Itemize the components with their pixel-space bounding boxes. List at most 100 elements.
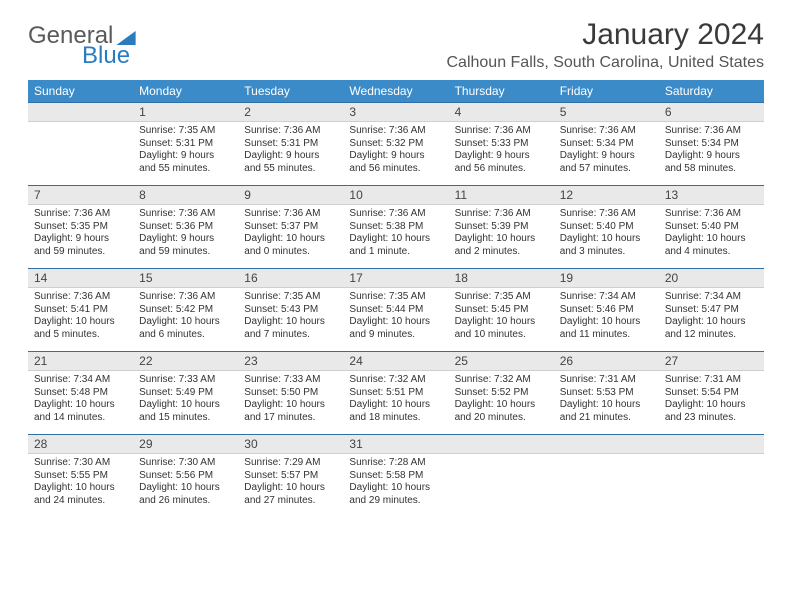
sunset-line: Sunset: 5:53 PM — [560, 387, 653, 400]
day-number: 13 — [659, 186, 764, 204]
sunset-line: Sunset: 5:55 PM — [34, 470, 127, 483]
daylight-line: Daylight: 9 hours and 58 minutes. — [665, 150, 758, 175]
calendar-table: Sunday Monday Tuesday Wednesday Thursday… — [28, 80, 764, 517]
daylight-line: Daylight: 10 hours and 23 minutes. — [665, 399, 758, 424]
sunrise-line: Sunrise: 7:34 AM — [665, 291, 758, 304]
sunset-line: Sunset: 5:51 PM — [349, 387, 442, 400]
day-number: 4 — [449, 103, 554, 121]
day-details: Sunrise: 7:34 AMSunset: 5:47 PMDaylight:… — [659, 288, 764, 351]
sunset-line: Sunset: 5:45 PM — [455, 304, 548, 317]
sunrise-line: Sunrise: 7:30 AM — [139, 457, 232, 470]
day-number-row: 78910111213 — [28, 186, 764, 205]
sunrise-line: Sunrise: 7:35 AM — [139, 125, 232, 138]
sunrise-line: Sunrise: 7:36 AM — [455, 208, 548, 221]
day-details: Sunrise: 7:35 AMSunset: 5:45 PMDaylight:… — [449, 288, 554, 351]
daylight-line: Daylight: 10 hours and 12 minutes. — [665, 316, 758, 341]
daylight-line: Daylight: 10 hours and 6 minutes. — [139, 316, 232, 341]
sunrise-line: Sunrise: 7:36 AM — [665, 125, 758, 138]
day-number: 21 — [28, 352, 133, 370]
day-number: 3 — [343, 103, 448, 121]
sunset-line: Sunset: 5:42 PM — [139, 304, 232, 317]
daylight-line: Daylight: 10 hours and 29 minutes. — [349, 482, 442, 507]
sunset-line: Sunset: 5:57 PM — [244, 470, 337, 483]
day-number: 20 — [659, 269, 764, 287]
day-details: Sunrise: 7:36 AMSunset: 5:39 PMDaylight:… — [449, 205, 554, 268]
day-details — [449, 454, 554, 512]
sunrise-line: Sunrise: 7:33 AM — [244, 374, 337, 387]
sunrise-line: Sunrise: 7:36 AM — [455, 125, 548, 138]
day-number: 15 — [133, 269, 238, 287]
daylight-line: Daylight: 9 hours and 55 minutes. — [139, 150, 232, 175]
daylight-line: Daylight: 10 hours and 5 minutes. — [34, 316, 127, 341]
sunset-line: Sunset: 5:47 PM — [665, 304, 758, 317]
sunrise-line: Sunrise: 7:34 AM — [34, 374, 127, 387]
day-number: 8 — [133, 186, 238, 204]
weekday-header: Wednesday — [343, 80, 448, 103]
sunrise-line: Sunrise: 7:29 AM — [244, 457, 337, 470]
sunset-line: Sunset: 5:41 PM — [34, 304, 127, 317]
location-text: Calhoun Falls, South Carolina, United St… — [446, 54, 764, 72]
sunrise-line: Sunrise: 7:36 AM — [665, 208, 758, 221]
calendar-body: 123456Sunrise: 7:35 AMSunset: 5:31 PMDay… — [28, 103, 764, 518]
day-details: Sunrise: 7:36 AMSunset: 5:40 PMDaylight:… — [554, 205, 659, 268]
sunrise-line: Sunrise: 7:32 AM — [349, 374, 442, 387]
day-details: Sunrise: 7:36 AMSunset: 5:34 PMDaylight:… — [659, 122, 764, 185]
day-number-row: 21222324252627 — [28, 352, 764, 371]
sunset-line: Sunset: 5:32 PM — [349, 138, 442, 151]
day-number: 9 — [238, 186, 343, 204]
day-number: 12 — [554, 186, 659, 204]
day-details: Sunrise: 7:35 AMSunset: 5:44 PMDaylight:… — [343, 288, 448, 351]
daylight-line: Daylight: 10 hours and 20 minutes. — [455, 399, 548, 424]
day-number — [449, 435, 554, 453]
day-details: Sunrise: 7:36 AMSunset: 5:35 PMDaylight:… — [28, 205, 133, 268]
day-details: Sunrise: 7:34 AMSunset: 5:48 PMDaylight:… — [28, 371, 133, 434]
daylight-line: Daylight: 10 hours and 2 minutes. — [455, 233, 548, 258]
weekday-header: Sunday — [28, 80, 133, 103]
daylight-line: Daylight: 10 hours and 10 minutes. — [455, 316, 548, 341]
weekday-header: Friday — [554, 80, 659, 103]
day-number: 10 — [343, 186, 448, 204]
day-number — [28, 103, 133, 121]
sunset-line: Sunset: 5:38 PM — [349, 221, 442, 234]
sunrise-line: Sunrise: 7:33 AM — [139, 374, 232, 387]
day-number: 6 — [659, 103, 764, 121]
sunrise-line: Sunrise: 7:36 AM — [244, 125, 337, 138]
day-details: Sunrise: 7:36 AMSunset: 5:41 PMDaylight:… — [28, 288, 133, 351]
weekday-header: Thursday — [449, 80, 554, 103]
day-number: 5 — [554, 103, 659, 121]
day-number: 18 — [449, 269, 554, 287]
sunset-line: Sunset: 5:39 PM — [455, 221, 548, 234]
sunrise-line: Sunrise: 7:35 AM — [349, 291, 442, 304]
day-details: Sunrise: 7:36 AMSunset: 5:37 PMDaylight:… — [238, 205, 343, 268]
sunset-line: Sunset: 5:40 PM — [560, 221, 653, 234]
daylight-line: Daylight: 10 hours and 9 minutes. — [349, 316, 442, 341]
day-number: 7 — [28, 186, 133, 204]
day-details: Sunrise: 7:36 AMSunset: 5:32 PMDaylight:… — [343, 122, 448, 185]
sunrise-line: Sunrise: 7:36 AM — [139, 291, 232, 304]
sunset-line: Sunset: 5:46 PM — [560, 304, 653, 317]
day-detail-row: Sunrise: 7:36 AMSunset: 5:41 PMDaylight:… — [28, 288, 764, 352]
sunrise-line: Sunrise: 7:32 AM — [455, 374, 548, 387]
day-number-row: 123456 — [28, 103, 764, 122]
day-detail-row: Sunrise: 7:30 AM Sunset: 5:55 PM Daylight:… — [28, 454, 764, 518]
day-detail-row: Sunrise: 7:35 AM Sunset: 5:31 PM Daylight:… — [28, 122, 764, 186]
day-number: 28 — [28, 435, 133, 453]
daylight-line: Daylight: 10 hours and 3 minutes. — [560, 233, 653, 258]
daylight-line: Daylight: 10 hours and 21 minutes. — [560, 399, 653, 424]
day-number-row: 28293031 — [28, 435, 764, 454]
weekday-header: Tuesday — [238, 80, 343, 103]
daylight-line: Daylight: 10 hours and 4 minutes. — [665, 233, 758, 258]
sunset-line: Sunset: 5:54 PM — [665, 387, 758, 400]
sunrise-line: Sunrise: 7:36 AM — [244, 208, 337, 221]
day-number: 29 — [133, 435, 238, 453]
sunrise-line: Sunrise: 7:31 AM — [665, 374, 758, 387]
sunset-line: Sunset: 5:31 PM — [244, 138, 337, 151]
day-details — [554, 454, 659, 512]
sunrise-line: Sunrise: 7:28 AM — [349, 457, 442, 470]
daylight-line: Daylight: 10 hours and 15 minutes. — [139, 399, 232, 424]
day-number: 24 — [343, 352, 448, 370]
day-number: 31 — [343, 435, 448, 453]
day-details: Sunrise: 7:31 AMSunset: 5:53 PMDaylight:… — [554, 371, 659, 434]
day-details: Sunrise: 7:31 AMSunset: 5:54 PMDaylight:… — [659, 371, 764, 434]
daylight-line: Daylight: 10 hours and 26 minutes. — [139, 482, 232, 507]
